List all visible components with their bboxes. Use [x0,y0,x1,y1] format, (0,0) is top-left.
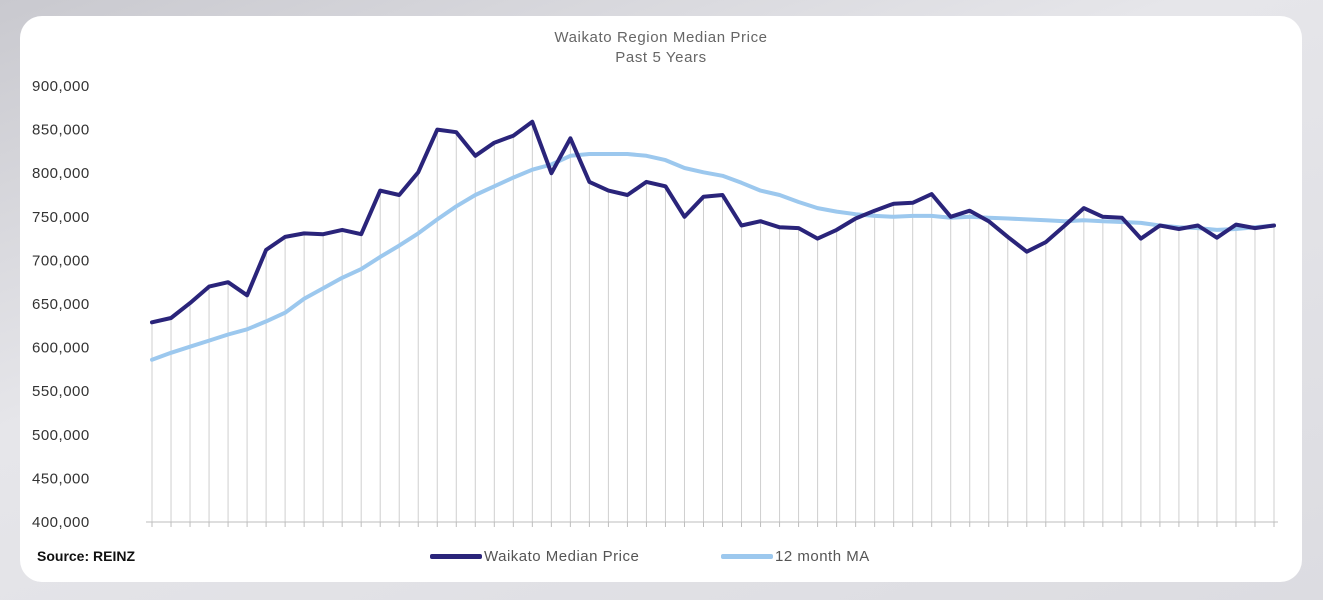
axes [146,521,1278,527]
y-tick-label: 700,000 [32,252,90,269]
legend-item-median: Waikato Median Price [430,548,639,565]
y-tick-label: 400,000 [32,514,90,531]
series-line-median-price [150,119,1276,325]
y-tick-label: 500,000 [32,427,90,444]
source-note: Source: REINZ [37,548,136,564]
series-lines [150,119,1276,362]
y-tick-label: 850,000 [32,122,90,139]
legend-swatch-median [430,554,482,559]
y-axis-ticks: 900,000 850,000 800,000 750,000 700,000 650,0… [32,78,90,531]
legend-swatch-ma [721,554,773,559]
y-tick-label: 650,000 [32,296,90,313]
legend-label-ma: 12 month MA [775,548,870,565]
legend-item-ma: 12 month MA [721,548,870,565]
chart-subtitle: Past 5 Years [615,49,707,66]
y-tick-label: 550,000 [32,383,90,400]
y-tick-label: 750,000 [32,209,90,226]
y-tick-label: 900,000 [32,78,90,95]
line-chart: 900,000 850,000 800,000 750,000 700,000 650,0… [32,78,1278,531]
series-line-12-month-ma [150,152,1276,362]
y-tick-label: 450,000 [32,470,90,487]
grid-lines [151,121,1275,522]
y-tick-label: 800,000 [32,165,90,182]
chart-title: Waikato Region Median Price [554,29,768,46]
legend-label-median: Waikato Median Price [484,548,640,565]
y-tick-label: 600,000 [32,340,90,357]
chart-card: Waikato Region Median Price Past 5 Years… [20,16,1302,582]
